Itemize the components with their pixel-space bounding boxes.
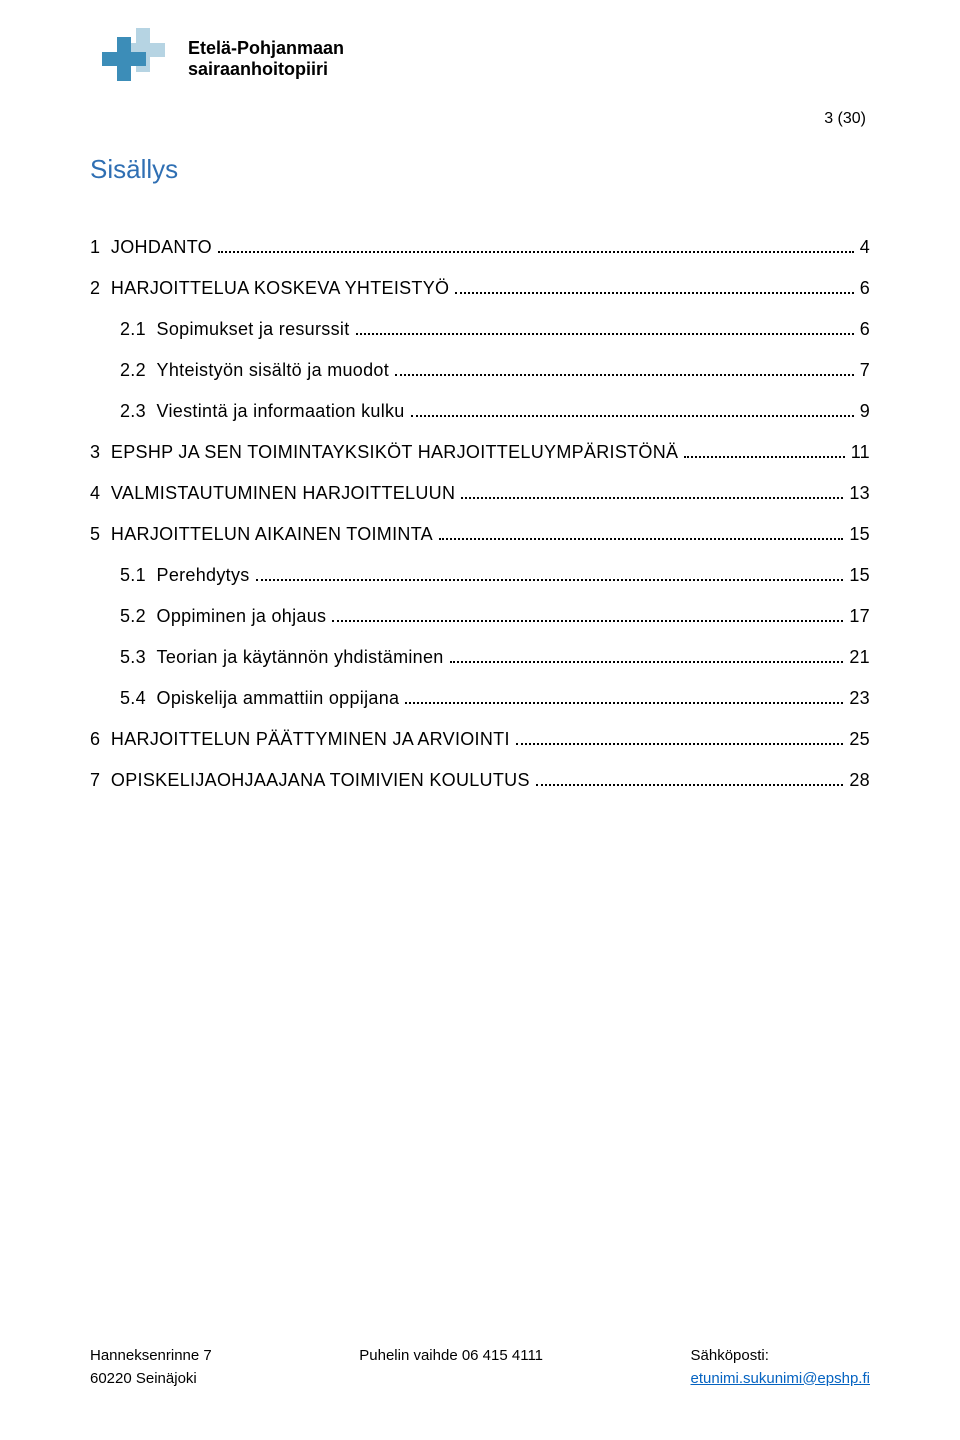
footer-phone-line1: Puhelin vaihde 06 415 4111 xyxy=(359,1345,543,1368)
footer-email: Sähköposti: etunimi.sukunimi@epshp.fi xyxy=(691,1345,870,1390)
toc-entry-label: 2.1 Sopimukset ja resurssit xyxy=(120,319,350,340)
toc-row: 7 OPISKELIJAOHJAAJANA TOIMIVIEN KOULUTUS… xyxy=(90,770,870,791)
toc-entry-label: 2.3 Viestintä ja informaation kulku xyxy=(120,401,405,422)
toc-row: 5.2 Oppiminen ja ohjaus 17 xyxy=(90,606,870,627)
toc-entry-page: 4 xyxy=(860,237,870,258)
toc-entry-page: 6 xyxy=(860,278,870,299)
org-name-line2: sairaanhoitopiiri xyxy=(188,59,344,80)
toc-entry-label: 2 HARJOITTELUA KOSKEVA YHTEISTYÖ xyxy=(90,278,449,299)
toc-entry-page: 13 xyxy=(849,483,870,504)
footer-email-label: Sähköposti: xyxy=(691,1345,870,1368)
toc-entry-page: 15 xyxy=(849,524,870,545)
toc-leader-dots xyxy=(356,333,854,335)
toc-entry-label: 5.2 Oppiminen ja ohjaus xyxy=(120,606,326,627)
page: Etelä-Pohjanmaan sairaanhoitopiiri 3 (30… xyxy=(0,0,960,1440)
toc-entry-page: 7 xyxy=(860,360,870,381)
toc-entry-label: 2.2 Yhteistyön sisältö ja muodot xyxy=(120,360,389,381)
toc-entry-page: 15 xyxy=(849,565,870,586)
footer-address-line1: Hanneksenrinne 7 xyxy=(90,1345,212,1368)
footer-phone: Puhelin vaihde 06 415 4111 xyxy=(359,1345,543,1390)
page-footer: Hanneksenrinne 7 60220 Seinäjoki Puhelin… xyxy=(90,1345,870,1390)
toc-leader-dots xyxy=(411,415,854,417)
toc-leader-dots xyxy=(516,743,844,745)
toc-row: 5.1 Perehdytys 15 xyxy=(90,565,870,586)
page-indicator: 3 (30) xyxy=(824,110,866,128)
toc-title: Sisällys xyxy=(90,154,870,185)
toc-entry-page: 25 xyxy=(849,729,870,750)
toc-list: 1 JOHDANTO 4 2 HARJOITTELUA KOSKEVA YHTEIS… xyxy=(90,237,870,791)
toc-row: 4 VALMISTAUTUMINEN HARJOITTELUUN 13 xyxy=(90,483,870,504)
toc-row: 5.3 Teorian ja käytännön yhdistäminen 21 xyxy=(90,647,870,668)
toc-entry-page: 9 xyxy=(860,401,870,422)
toc-entry-label: 7 OPISKELIJAOHJAAJANA TOIMIVIEN KOULUTUS xyxy=(90,770,530,791)
toc-entry-label: 3 EPSHP JA SEN TOIMINTAYKSIKÖT HARJOITTE… xyxy=(90,442,678,463)
toc-entry-label: 4 VALMISTAUTUMINEN HARJOITTELUUN xyxy=(90,483,455,504)
toc-row: 2 HARJOITTELUA KOSKEVA YHTEISTYÖ 6 xyxy=(90,278,870,299)
toc-row: 1 JOHDANTO 4 xyxy=(90,237,870,258)
plus-cross-logo-icon xyxy=(90,28,174,90)
toc-entry-label: 5.4 Opiskelija ammattiin oppijana xyxy=(120,688,399,709)
toc-row: 3 EPSHP JA SEN TOIMINTAYKSIKÖT HARJOITTE… xyxy=(90,442,870,463)
toc-row: 5.4 Opiskelija ammattiin oppijana 23 xyxy=(90,688,870,709)
footer-email-link[interactable]: etunimi.sukunimi@epshp.fi xyxy=(691,1370,870,1387)
toc-entry-label: 6 HARJOITTELUN PÄÄTTYMINEN JA ARVIOINTI xyxy=(90,729,510,750)
footer-address-line2: 60220 Seinäjoki xyxy=(90,1368,212,1391)
toc-leader-dots xyxy=(450,661,844,663)
toc-entry-page: 23 xyxy=(849,688,870,709)
toc-leader-dots xyxy=(332,620,843,622)
toc-row: 2.1 Sopimukset ja resurssit 6 xyxy=(90,319,870,340)
toc-entry-page: 28 xyxy=(849,770,870,791)
toc-row: 5 HARJOITTELUN AIKAINEN TOIMINTA 15 xyxy=(90,524,870,545)
toc-row: 2.3 Viestintä ja informaation kulku 9 xyxy=(90,401,870,422)
toc-entry-label: 5.3 Teorian ja käytännön yhdistäminen xyxy=(120,647,444,668)
toc-entry-page: 6 xyxy=(860,319,870,340)
toc-entry-label: 5 HARJOITTELUN AIKAINEN TOIMINTA xyxy=(90,524,433,545)
toc-leader-dots xyxy=(395,374,854,376)
toc-leader-dots xyxy=(439,538,843,540)
footer-address: Hanneksenrinne 7 60220 Seinäjoki xyxy=(90,1345,212,1390)
toc-leader-dots xyxy=(461,497,843,499)
org-name: Etelä-Pohjanmaan sairaanhoitopiiri xyxy=(188,38,344,79)
toc-entry-label: 1 JOHDANTO xyxy=(90,237,212,258)
toc-leader-dots xyxy=(455,292,853,294)
toc-entry-page: 21 xyxy=(849,647,870,668)
toc-entry-label: 5.1 Perehdytys xyxy=(120,565,250,586)
toc-leader-dots xyxy=(684,456,844,458)
toc-leader-dots xyxy=(256,579,844,581)
header-logo-block: Etelä-Pohjanmaan sairaanhoitopiiri xyxy=(90,28,870,90)
toc-leader-dots xyxy=(536,784,844,786)
toc-row: 6 HARJOITTELUN PÄÄTTYMINEN JA ARVIOINTI 2… xyxy=(90,729,870,750)
toc-leader-dots xyxy=(405,702,843,704)
toc-entry-page: 17 xyxy=(849,606,870,627)
toc-row: 2.2 Yhteistyön sisältö ja muodot 7 xyxy=(90,360,870,381)
toc-entry-page: 11 xyxy=(851,442,870,463)
toc-leader-dots xyxy=(218,251,854,253)
org-name-line1: Etelä-Pohjanmaan xyxy=(188,38,344,59)
